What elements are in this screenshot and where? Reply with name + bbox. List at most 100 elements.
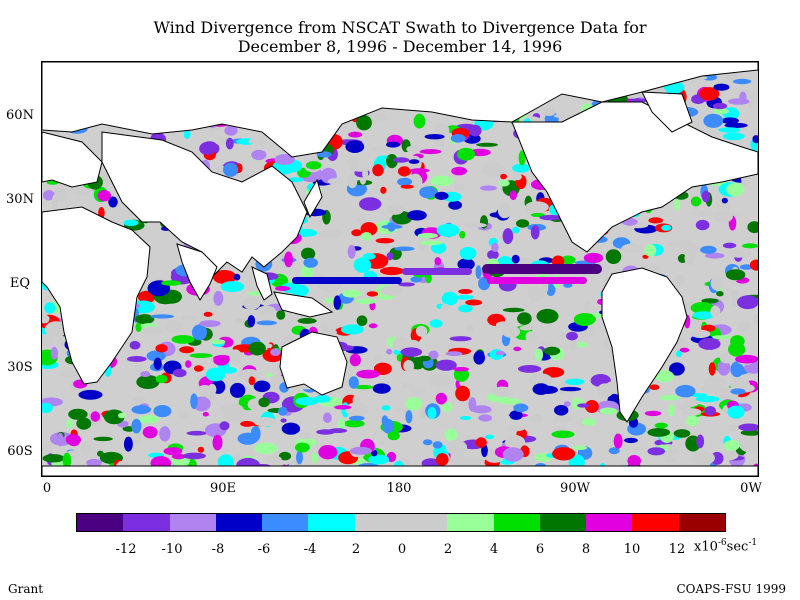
divergence-blob (511, 254, 520, 264)
divergence-blob (193, 365, 204, 372)
divergence-blob (366, 291, 379, 297)
divergence-blob (266, 373, 273, 378)
divergence-blob (380, 285, 403, 296)
divergence-blob (76, 417, 92, 430)
divergence-blob (349, 353, 361, 367)
divergence-blob (311, 452, 318, 464)
divergence-blob (186, 430, 207, 436)
divergence-blob (382, 418, 395, 434)
divergence-blob (608, 447, 620, 455)
divergence-blob (131, 405, 152, 415)
divergence-blob (542, 108, 556, 116)
divergence-blob (197, 446, 205, 453)
divergence-blob (42, 190, 55, 201)
divergence-blob (251, 149, 267, 161)
divergence-blob (546, 283, 556, 296)
divergence-blob (569, 338, 578, 352)
divergence-blob (142, 426, 158, 439)
divergence-blob (368, 454, 390, 465)
legend-label: -12 (115, 542, 137, 557)
divergence-blob (673, 429, 691, 438)
map-title-line-1: Wind Divergence from NSCAT Swath to Dive… (153, 18, 647, 37)
divergence-blob (432, 441, 443, 449)
legend-label: 8 (581, 542, 591, 557)
divergence-blob (323, 329, 337, 335)
divergence-blob (366, 113, 388, 122)
divergence-blob (140, 371, 151, 378)
divergence-blob (464, 222, 487, 228)
divergence-blob (132, 429, 142, 445)
divergence-blob (258, 397, 270, 408)
divergence-blob (303, 257, 319, 268)
divergence-blob (675, 273, 685, 288)
divergence-blob (278, 451, 292, 461)
divergence-blob (721, 197, 728, 204)
divergence-blob (349, 415, 365, 421)
divergence-blob (199, 320, 221, 328)
legend-swatch (215, 514, 263, 531)
divergence-blob (444, 428, 458, 441)
divergence-blob (103, 409, 125, 425)
divergence-blob (253, 417, 277, 427)
divergence-blob (674, 199, 681, 211)
divergence-blob (275, 286, 291, 291)
divergence-blob (728, 342, 746, 357)
footer-credit: COAPS-FSU 1999 (676, 582, 787, 596)
divergence-blob (380, 186, 387, 194)
divergence-blob (211, 339, 226, 345)
divergence-blob (517, 365, 542, 373)
divergence-blob (747, 221, 758, 234)
divergence-blob (542, 367, 565, 378)
divergence-blob (375, 238, 395, 244)
divergence-blob (97, 190, 111, 202)
divergence-blob (554, 405, 569, 416)
divergence-blob (455, 385, 470, 402)
divergence-blob (565, 378, 585, 385)
divergence-blob (370, 147, 390, 152)
divergence-blob (739, 264, 753, 270)
lat-label-60n: 60N (6, 108, 34, 123)
divergence-blob (525, 201, 549, 213)
divergence-blob (155, 344, 168, 353)
divergence-blob (500, 173, 507, 180)
divergence-blob (348, 376, 359, 389)
lon-label-90e: 90E (209, 481, 237, 496)
divergence-blob (528, 373, 553, 387)
legend-label: 6 (535, 542, 545, 557)
land-greenland (641, 91, 693, 133)
divergence-blob (254, 442, 278, 454)
lon-label-0: 0 (42, 481, 52, 496)
divergence-blob (752, 135, 758, 144)
divergence-blob (559, 386, 582, 392)
divergence-blob (221, 366, 237, 374)
divergence-blob (704, 406, 716, 416)
divergence-blob (392, 337, 410, 352)
divergence-blob (347, 158, 356, 167)
divergence-blob (69, 441, 79, 447)
divergence-blob (274, 154, 295, 165)
divergence-blob (475, 265, 482, 279)
divergence-blob (248, 376, 256, 386)
divergence-blob (719, 450, 739, 461)
divergence-blob (248, 341, 266, 356)
divergence-blob (42, 333, 54, 348)
divergence-blob (153, 357, 162, 370)
divergence-blob (409, 387, 426, 393)
divergence-blob (441, 291, 459, 306)
divergence-blob (172, 368, 187, 378)
divergence-blob (703, 113, 724, 128)
divergence-blob (701, 190, 711, 203)
divergence-blob (394, 246, 415, 252)
legend-label: 12 (668, 542, 686, 557)
divergence-blob (717, 202, 732, 211)
divergence-blob (532, 383, 550, 395)
divergence-blob (51, 194, 59, 210)
divergence-blob (727, 405, 745, 419)
convergence-band (292, 277, 402, 284)
land-se-asia (251, 266, 273, 301)
divergence-blob (108, 196, 118, 208)
divergence-blob (78, 389, 103, 400)
divergence-blob (669, 362, 685, 376)
divergence-blob (730, 361, 744, 378)
divergence-blob (566, 331, 578, 341)
